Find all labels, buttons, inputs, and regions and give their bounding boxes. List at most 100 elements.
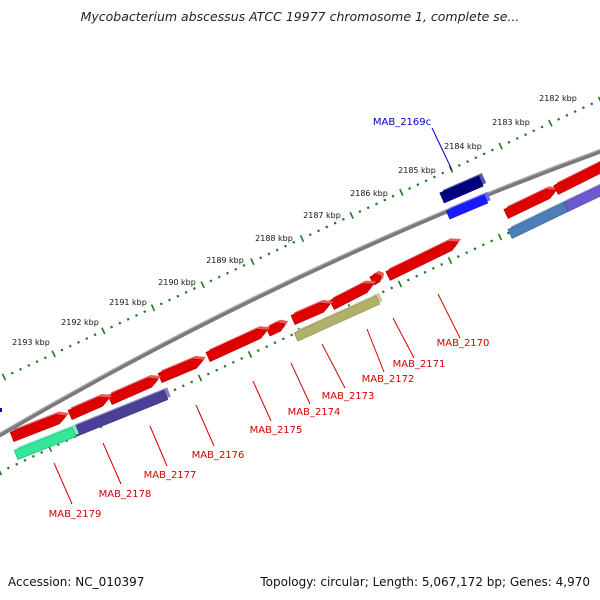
gene-arrow-MAB_2169c[interactable] bbox=[439, 172, 487, 204]
gene-arrow-MAB_2179-body bbox=[9, 414, 67, 443]
gene-arrow-MAB_2179[interactable] bbox=[9, 411, 70, 443]
inner-ruler-dot bbox=[465, 251, 469, 255]
gene-label-MAB_2178[interactable]: MAB_2178 bbox=[99, 489, 152, 500]
inner-ruler-dot bbox=[215, 368, 219, 372]
gene-label-MAB_2170[interactable]: MAB_2170 bbox=[437, 338, 490, 349]
gene-arrow-upstream-2[interactable] bbox=[553, 159, 600, 195]
outer-ruler-dot bbox=[507, 140, 511, 144]
gene-label-MAB_2171[interactable]: MAB_2171 bbox=[393, 359, 446, 370]
outer-ruler-dot bbox=[68, 344, 72, 348]
cds-bar-MAB_2173-body bbox=[293, 295, 381, 342]
inner-ruler-dot bbox=[290, 333, 294, 337]
chromosome-backbone bbox=[0, 148, 600, 438]
gene-arrow-MAB_2174[interactable] bbox=[265, 319, 288, 337]
outer-ruler-dot bbox=[242, 263, 246, 267]
leader-MAB_2169c bbox=[431, 127, 453, 171]
ruler-tick-labels: 2182 kbp 2183 kbp 2184 kbp 2185 kbp 2186 kbp… bbox=[12, 94, 577, 347]
leader-MAB_2179 bbox=[53, 462, 73, 505]
gene-arrow-upstream-1[interactable] bbox=[503, 186, 559, 219]
gene-label-MAB_2169c[interactable]: MAB_2169c bbox=[373, 117, 431, 128]
outer-ruler-dot bbox=[77, 340, 80, 344]
gene-arrow-MAB_2178[interactable] bbox=[67, 394, 112, 420]
inner-ruler-dot bbox=[15, 462, 19, 466]
tick-label-8: 2190 kbp bbox=[158, 278, 196, 287]
gene-arrow-MAB_2175[interactable] bbox=[205, 326, 270, 362]
gene-labels[interactable]: MAB_2169c MAB_2170 MAB_2171 MAB_2172 MAB_217… bbox=[49, 117, 490, 520]
outer-ruler-dot bbox=[325, 225, 329, 229]
tick-label-7: 2189 kbp bbox=[206, 256, 244, 265]
gene-label-MAB_2172[interactable]: MAB_2172 bbox=[362, 374, 415, 385]
outer-ruler-major-tick bbox=[101, 327, 106, 335]
outer-ruler-dot bbox=[176, 294, 180, 298]
cds-bar-MAB_2179[interactable] bbox=[13, 424, 79, 461]
inner-ruler-dot bbox=[423, 270, 427, 274]
gene-arrow-MAB_2171[interactable] bbox=[369, 270, 384, 286]
tick-label-9: 2191 kbp bbox=[109, 298, 147, 307]
cds-bar-MAB_2173[interactable] bbox=[293, 292, 383, 342]
gene-arrow-MAB_2173[interactable] bbox=[290, 299, 333, 325]
gene-label-MAB_2174[interactable]: MAB_2174 bbox=[288, 407, 341, 418]
outer-ruler-dot bbox=[60, 348, 64, 352]
gene-label-MAB_2176[interactable]: MAB_2176 bbox=[192, 450, 245, 461]
gene-arrow-MAB_2177-body bbox=[107, 377, 159, 405]
outer-ruler-dot bbox=[292, 240, 296, 244]
outer-ruler-major-tick bbox=[498, 142, 503, 150]
outer-ruler-dot bbox=[259, 256, 263, 260]
outer-ruler-dot bbox=[134, 313, 138, 317]
tick-label-2: 2184 kbp bbox=[444, 142, 482, 151]
inner-ruler-dot bbox=[256, 349, 260, 353]
outer-ruler-dot bbox=[524, 133, 527, 137]
gene-label-MAB_2173[interactable]: MAB_2173 bbox=[322, 391, 375, 402]
gene-arrow-MAB_2172-body bbox=[329, 283, 374, 310]
gene-arrow-upstream-1-body bbox=[503, 189, 557, 219]
outer-ruler-dot bbox=[482, 152, 486, 156]
gene-arrow-MAB_2170-body bbox=[385, 241, 459, 281]
outer-ruler-dot bbox=[341, 217, 345, 221]
inner-ruler-dot bbox=[190, 380, 194, 384]
cds-arrow-MAB_2169c[interactable] bbox=[445, 191, 491, 220]
inner-ruler-dot bbox=[431, 266, 435, 270]
outer-ruler-dot bbox=[457, 163, 461, 167]
gene-arrow-MAB_2176[interactable] bbox=[157, 355, 206, 384]
outer-ruler-dot bbox=[441, 171, 445, 175]
leader-MAB_2176 bbox=[195, 404, 215, 447]
accession-text: Accession: NC_010397 bbox=[8, 575, 145, 589]
outer-ruler-major-tick bbox=[150, 304, 156, 312]
gene-arrow-MAB_2172[interactable] bbox=[329, 280, 376, 310]
map-title: Mycobacterium abscessus ATCC 19977 chrom… bbox=[80, 9, 520, 24]
outer-ruler-major-tick bbox=[399, 188, 404, 196]
cds-bar-upstream-2-body bbox=[563, 185, 600, 212]
gene-label-MAB_2175[interactable]: MAB_2175 bbox=[250, 425, 303, 436]
gene-arrow-MAB_2170[interactable] bbox=[385, 238, 461, 281]
outer-ruler-dot bbox=[234, 267, 238, 271]
inner-ruler-dot bbox=[456, 255, 460, 259]
inner-ruler-dot bbox=[490, 239, 494, 243]
outer-ruler-dot bbox=[565, 113, 569, 117]
outer-ruler-dot bbox=[424, 179, 428, 183]
outer-ruler-dot bbox=[432, 175, 436, 179]
tick-label-6: 2188 kbp bbox=[255, 234, 293, 243]
outer-ruler-dot bbox=[168, 298, 172, 302]
leader-MAB_2170 bbox=[437, 293, 461, 339]
outer-ruler-dot bbox=[408, 187, 412, 190]
outer-ruler-dot bbox=[217, 275, 221, 279]
leader-MAB_2175 bbox=[252, 380, 272, 422]
inner-ruler-dot bbox=[265, 345, 269, 349]
outer-ruler-dot bbox=[416, 183, 420, 187]
outer-ruler-dot bbox=[27, 363, 31, 367]
gene-label-MAB_2179[interactable]: MAB_2179 bbox=[49, 509, 102, 520]
inner-ruler-dot bbox=[406, 278, 410, 282]
inner-ruler-dot bbox=[440, 262, 444, 266]
outer-ruler-dot bbox=[192, 287, 196, 290]
outer-ruler-dot bbox=[118, 321, 122, 325]
outer-ruler-dot bbox=[267, 252, 271, 256]
feature-track[interactable] bbox=[0, 159, 600, 461]
outer-ruler-dot bbox=[283, 244, 287, 248]
gene-label-MAB_2177[interactable]: MAB_2177 bbox=[144, 470, 197, 481]
gene-arrow-MAB_2177[interactable] bbox=[107, 375, 161, 405]
inner-ruler-dot bbox=[181, 384, 185, 388]
label-leader-lines bbox=[53, 127, 461, 505]
cds-bar-upstream-2[interactable] bbox=[563, 181, 600, 212]
inner-ruler-dot bbox=[23, 458, 27, 462]
